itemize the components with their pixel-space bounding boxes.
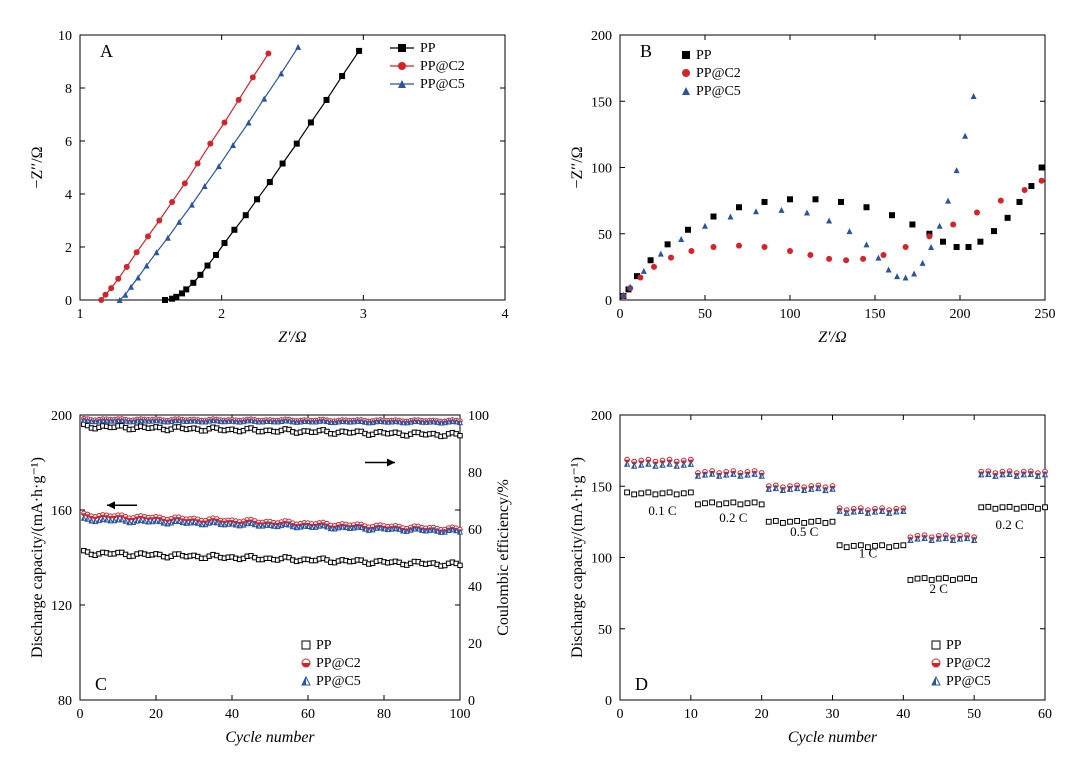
svg-text:250: 250 [1035, 307, 1056, 322]
svg-text:100: 100 [450, 707, 471, 722]
svg-text:0.2 C: 0.2 C [719, 510, 747, 525]
svg-text:200: 200 [591, 29, 612, 44]
svg-text:40: 40 [468, 580, 482, 595]
svg-text:D: D [635, 674, 648, 694]
svg-text:−Z′′/Ω: −Z′′/Ω [569, 146, 586, 188]
svg-text:A: A [100, 41, 113, 61]
svg-text:0.5 C: 0.5 C [790, 524, 818, 539]
svg-text:10: 10 [58, 29, 72, 44]
svg-text:Discharge capacity/(mA·h·g⁻¹): Discharge capacity/(mA·h·g⁻¹) [569, 457, 586, 658]
svg-text:60: 60 [1038, 707, 1052, 722]
svg-text:4: 4 [502, 307, 509, 322]
svg-text:20: 20 [755, 707, 769, 722]
svg-text:−Z′′/Ω: −Z′′/Ω [29, 146, 46, 188]
svg-text:0: 0 [605, 694, 612, 709]
svg-text:PP: PP [946, 638, 962, 653]
svg-text:PP: PP [316, 638, 332, 653]
svg-text:200: 200 [591, 409, 612, 424]
svg-text:100: 100 [591, 552, 612, 567]
svg-text:40: 40 [896, 707, 910, 722]
svg-text:80: 80 [58, 694, 72, 709]
svg-text:150: 150 [591, 480, 612, 495]
svg-text:2 C: 2 C [930, 581, 948, 596]
svg-text:150: 150 [591, 95, 612, 110]
svg-text:150: 150 [865, 307, 886, 322]
svg-text:0: 0 [77, 707, 84, 722]
panel-a: 1 2 3 4 0 2 4 6 8 10 Z′/Ω −Z′′/Ω A PP PP@C2 PP@C5 [20, 20, 520, 370]
panel-d: 0 10 20 30 40 50 60 0 50 100 150 200 Cycle number Dis… [560, 400, 1060, 750]
svg-text:60: 60 [468, 523, 482, 538]
svg-text:Cycle number: Cycle number [788, 729, 878, 746]
svg-text:PP@C2: PP@C2 [420, 59, 465, 74]
svg-text:50: 50 [598, 228, 612, 243]
svg-text:0: 0 [617, 707, 624, 722]
svg-text:50: 50 [967, 707, 981, 722]
svg-text:PP@C2: PP@C2 [946, 656, 991, 671]
svg-text:PP@C5: PP@C5 [316, 674, 361, 689]
svg-text:6: 6 [65, 135, 72, 150]
svg-text:2: 2 [65, 241, 72, 256]
svg-text:200: 200 [950, 307, 971, 322]
svg-text:0: 0 [617, 307, 624, 322]
svg-text:0: 0 [605, 294, 612, 309]
svg-text:60: 60 [301, 707, 315, 722]
svg-text:C: C [95, 674, 107, 694]
svg-text:4: 4 [65, 188, 72, 203]
svg-text:Discharge capacity/(mA·h·g⁻¹): Discharge capacity/(mA·h·g⁻¹) [29, 457, 46, 658]
svg-text:PP: PP [696, 48, 712, 63]
svg-text:1: 1 [77, 307, 84, 322]
svg-text:Z′/Ω: Z′/Ω [818, 329, 846, 346]
svg-text:Coulombic efficiency/%: Coulombic efficiency/% [495, 479, 512, 636]
svg-text:8: 8 [65, 82, 72, 97]
svg-text:80: 80 [377, 707, 391, 722]
svg-text:80: 80 [468, 466, 482, 481]
svg-text:30: 30 [826, 707, 840, 722]
svg-text:Cycle number: Cycle number [225, 729, 315, 746]
svg-text:50: 50 [698, 307, 712, 322]
svg-text:40: 40 [225, 707, 239, 722]
svg-text:50: 50 [598, 623, 612, 638]
svg-text:0.2 C: 0.2 C [995, 517, 1023, 532]
svg-text:PP@C5: PP@C5 [696, 84, 741, 99]
svg-text:3: 3 [360, 307, 367, 322]
panel-c: 02040608010080120160200Cycle numberDisch… [20, 400, 520, 750]
svg-text:10: 10 [684, 707, 698, 722]
svg-text:PP@C5: PP@C5 [946, 674, 991, 689]
svg-text:100: 100 [780, 307, 801, 322]
svg-text:PP@C5: PP@C5 [420, 77, 465, 92]
svg-text:0: 0 [65, 294, 72, 309]
svg-text:160: 160 [51, 504, 72, 519]
svg-text:PP: PP [420, 41, 436, 56]
svg-text:B: B [640, 41, 652, 61]
svg-text:PP@C2: PP@C2 [696, 66, 741, 81]
svg-text:100: 100 [591, 162, 612, 177]
svg-text:20: 20 [149, 707, 163, 722]
figure-grid: 12340246810Z′/Ω−Z′′/ΩAPPPP@C2PP@C5 05010… [20, 20, 1060, 750]
svg-text:120: 120 [51, 599, 72, 614]
svg-text:PP@C2: PP@C2 [316, 656, 361, 671]
svg-text:200: 200 [51, 409, 72, 424]
svg-text:20: 20 [468, 637, 482, 652]
svg-text:Z′/Ω: Z′/Ω [278, 329, 306, 346]
panel-b: 0 50 100 150 200 250 0 50 100 150 200 Z′/Ω −Z′′/Ω B PP… [560, 20, 1060, 370]
svg-text:0: 0 [468, 694, 475, 709]
svg-text:1 C: 1 C [859, 546, 877, 561]
svg-text:2: 2 [218, 307, 225, 322]
svg-text:100: 100 [468, 409, 489, 424]
svg-text:0.1 C: 0.1 C [648, 503, 676, 518]
